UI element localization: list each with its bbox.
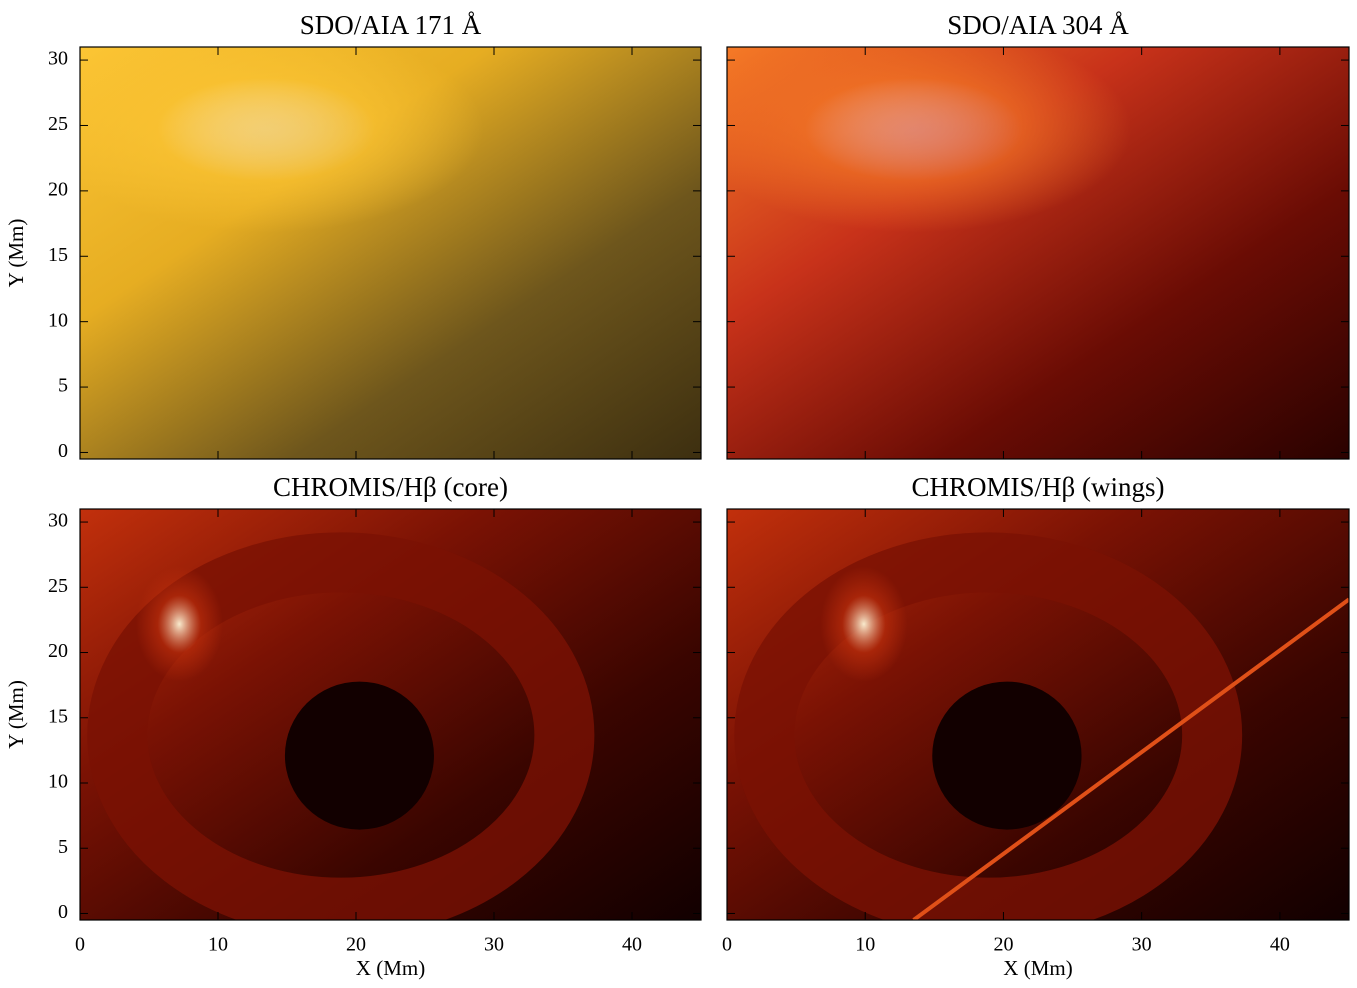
x-tick-label: 0	[722, 934, 732, 956]
x-axis-label: X (Mm)	[356, 956, 425, 980]
image	[80, 509, 701, 920]
bright-kernel	[135, 566, 223, 682]
image	[727, 47, 1349, 459]
x-tick-label: 20	[346, 934, 366, 956]
loop-core	[284, 681, 434, 830]
bright-kernel	[820, 566, 908, 682]
image	[727, 509, 1349, 920]
y-tick-label: 10	[48, 309, 68, 331]
y-tick-label: 0	[58, 901, 68, 923]
x-tick-label: 30	[484, 934, 504, 956]
x-axis-label: X (Mm)	[1003, 956, 1072, 980]
loop-core	[932, 681, 1082, 830]
x-tick-label: 40	[622, 934, 642, 956]
x-tick-label: 10	[208, 934, 228, 956]
loop	[734, 532, 1243, 920]
loop	[87, 532, 595, 920]
y-tick-label: 30	[48, 510, 68, 532]
y-tick-label: 15	[48, 705, 68, 727]
x-tick-label: 0	[75, 934, 85, 956]
x-tick-label: 40	[1270, 934, 1290, 956]
x-tick-label: 30	[1132, 934, 1152, 956]
x-tick-label: 10	[855, 934, 875, 956]
y-tick-label: 20	[48, 640, 68, 662]
x-tick-label: 20	[993, 934, 1013, 956]
y-tick-label: 25	[48, 113, 68, 135]
panel-title: SDO/AIA 171 Å	[300, 10, 482, 40]
panel-title: CHROMIS/Hβ (core)	[273, 472, 508, 502]
plot-frame	[79, 46, 702, 460]
y-tick-label: 5	[58, 836, 68, 858]
y-tick-label: 0	[58, 440, 68, 462]
y-tick-label: 15	[48, 244, 68, 266]
image	[80, 47, 701, 459]
plot-frame	[79, 508, 702, 921]
y-tick-label: 30	[48, 48, 68, 70]
y-tick-label: 10	[48, 771, 68, 793]
y-tick-label: 20	[48, 178, 68, 200]
limb	[912, 597, 1349, 920]
panel-title: CHROMIS/Hβ (wings)	[911, 472, 1164, 502]
y-axis-label: Y (Mm)	[4, 219, 28, 288]
y-tick-label: 5	[58, 375, 68, 397]
y-axis-label: Y (Mm)	[4, 680, 28, 749]
plot-frame	[726, 46, 1350, 460]
plot-frame	[726, 508, 1350, 921]
bright-arc	[80, 47, 484, 233]
bright-arc	[727, 47, 1132, 233]
panel-title: SDO/AIA 304 Å	[947, 10, 1129, 40]
y-tick-label: 25	[48, 575, 68, 597]
